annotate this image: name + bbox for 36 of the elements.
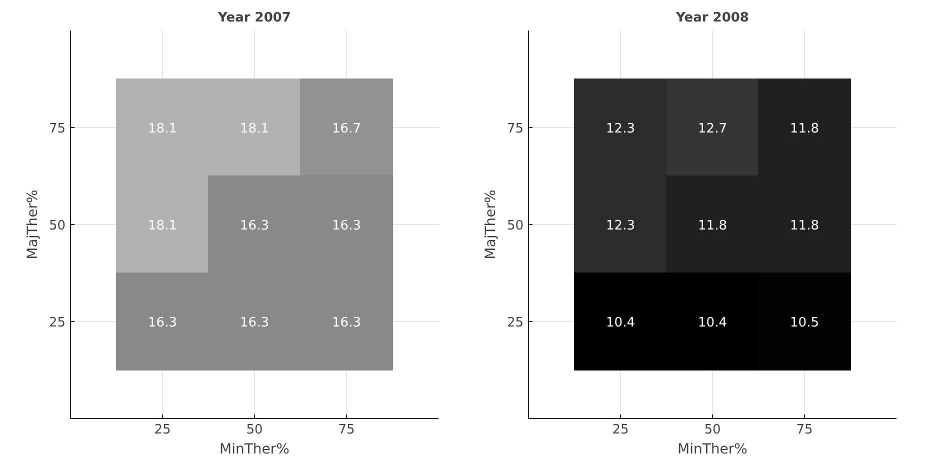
data-label: 12.3 (606, 218, 635, 234)
y-tick-label: 75 (506, 122, 524, 136)
y-tick-label: 50 (506, 218, 524, 234)
data-label: 11.8 (790, 122, 819, 136)
data-label: 16.3 (332, 218, 361, 234)
data-label: 18.1 (148, 122, 177, 136)
data-label: 11.8 (698, 218, 727, 234)
data-label: 10.5 (790, 316, 819, 330)
chart-title: Year 2007 (217, 10, 291, 26)
x-tick-label: 75 (338, 422, 355, 438)
y-axis-title: MajTher% (482, 190, 499, 260)
data-label: 16.3 (240, 316, 269, 330)
x-tick-label: 50 (246, 422, 263, 438)
data-label: 12.7 (698, 122, 727, 136)
y-tick-label: 75 (48, 122, 66, 136)
x-axis-title: MinTher% (678, 442, 748, 458)
data-label: 16.3 (148, 316, 177, 330)
data-label: 10.4 (698, 316, 727, 330)
chart-title: Year 2008 (675, 10, 749, 26)
x-tick-label: 50 (704, 422, 721, 438)
y-tick-label: 25 (48, 316, 66, 330)
data-label: 16.7 (332, 122, 361, 136)
data-label: 10.4 (606, 316, 635, 330)
x-tick-label: 25 (612, 422, 629, 438)
x-axis-title: MinTher% (220, 442, 290, 458)
x-tick-label: 75 (796, 422, 813, 438)
data-label: 11.8 (790, 218, 819, 234)
x-tick-label: 25 (154, 422, 171, 438)
y-tick-label: 25 (506, 316, 524, 330)
y-axis-title: MajTher% (24, 190, 41, 260)
data-label: 16.3 (332, 316, 361, 330)
data-label: 18.1 (240, 122, 269, 136)
y-tick-label: 50 (48, 218, 66, 234)
data-label: 18.1 (148, 218, 177, 234)
data-label: 16.3 (240, 218, 269, 234)
data-label: 12.3 (606, 122, 635, 136)
